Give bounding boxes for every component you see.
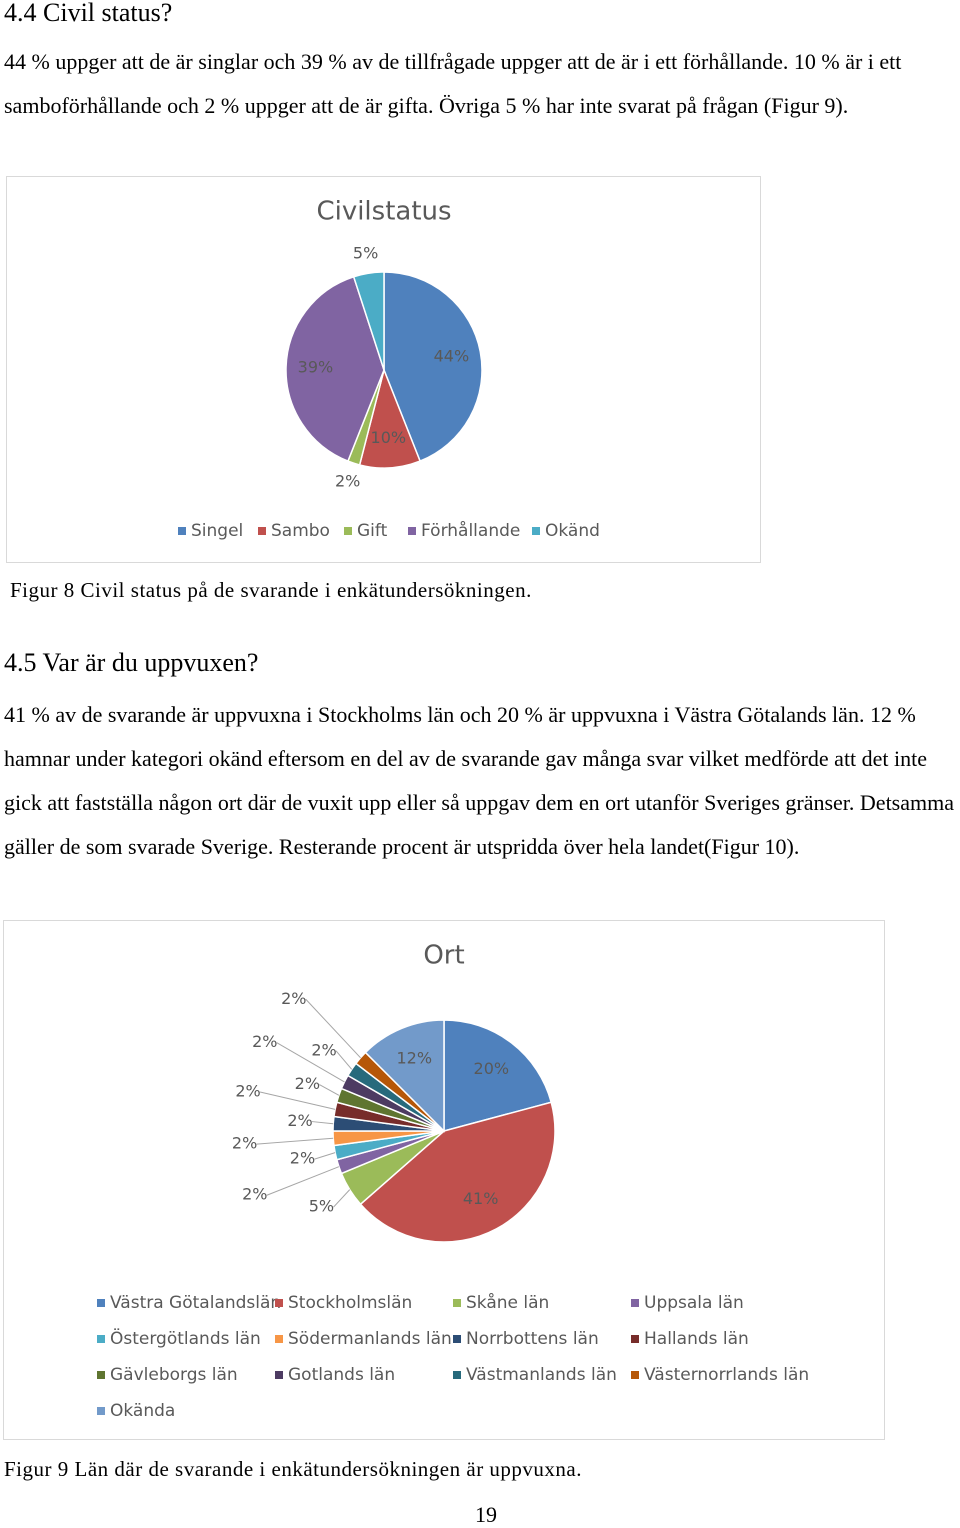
data-label: 12% (396, 1049, 432, 1068)
pie-slice (364, 1019, 445, 1133)
legend-swatch (532, 527, 540, 535)
legend-swatch (408, 527, 416, 535)
data-label: 2% (295, 1074, 320, 1093)
caption: Figur 8 Civil status på de svarande i en… (10, 578, 532, 602)
page-number: 19 (475, 1502, 497, 1527)
data-label: 5% (309, 1197, 334, 1216)
pie-slice (383, 271, 483, 463)
data-label: 5% (353, 243, 378, 262)
legend-label: Gift (357, 521, 388, 541)
legend-swatch (97, 1299, 105, 1307)
legend-label: Förhållande (421, 520, 520, 541)
pie-slice (285, 275, 385, 463)
leader-line (305, 998, 361, 1059)
legend-swatch (275, 1335, 283, 1343)
data-label: 2% (290, 1149, 315, 1168)
legend-label: Hallands län (644, 1329, 749, 1349)
legend-label: Okänd (545, 521, 600, 541)
data-label: 2% (232, 1134, 257, 1153)
legend-label: Västmanlands län (466, 1365, 617, 1385)
chart: Ort 20% 41% 5% 2% 2% 2% 2% 2% 2% 2% 2% 2% 12% Västra G… (3, 920, 885, 1440)
legend-swatch (275, 1371, 283, 1379)
pie-slice (359, 1101, 556, 1243)
leader-line (314, 1152, 336, 1160)
legend-label: Norrbottens län (466, 1329, 599, 1349)
legend-label: Västernorrlands län (644, 1365, 809, 1385)
legend-label: Västra Götalandslän (110, 1293, 281, 1313)
data-label: 2% (252, 1032, 277, 1051)
data-label: 44% (434, 347, 470, 366)
legend-swatch (97, 1407, 105, 1415)
pie-slice (352, 271, 385, 371)
caption: Figur 9 Län där de svarande i enkätunder… (4, 1457, 583, 1481)
leader-line (319, 1084, 340, 1096)
paragraph: 41 % av de svarande är uppvuxna i Stockh… (4, 702, 954, 859)
data-label: 2% (235, 1082, 260, 1101)
legend-label: Singel (191, 521, 243, 541)
legend-label: Gotlands län (288, 1365, 395, 1385)
data-label: 2% (287, 1111, 312, 1130)
heading: 4.5 Var är du uppvuxen? (4, 648, 259, 677)
legend-swatch (453, 1371, 461, 1379)
chart-title: Civilstatus (316, 197, 451, 227)
data-label: 41% (463, 1189, 499, 1208)
data-label: 39% (298, 357, 334, 376)
leader-line (311, 1121, 334, 1125)
legend-swatch (97, 1371, 105, 1379)
legend-label: Södermanlands län (288, 1329, 452, 1349)
chart: Civilstatus 44% 10% 2% 39% 5% Singel Sambo Gift F… (6, 176, 761, 563)
legend-swatch (178, 527, 186, 535)
pie-slice (443, 1019, 553, 1132)
legend-swatch (97, 1335, 105, 1343)
data-label: 2% (242, 1185, 267, 1204)
legend-label: Stockholmslän (288, 1293, 412, 1313)
paragraph: 44 % uppger att de är singlar och 39 % a… (4, 49, 902, 118)
leader-line (256, 1137, 334, 1145)
leader-line (333, 1189, 351, 1208)
legend-label: Okända (110, 1401, 175, 1421)
leader-line (335, 1050, 353, 1070)
legend-swatch (275, 1299, 283, 1307)
leader-line (266, 1166, 340, 1196)
legend-label: Gävleborgs län (110, 1365, 238, 1385)
legend-swatch (344, 527, 352, 535)
legend-label: Uppsala län (644, 1293, 744, 1313)
data-label: 10% (371, 428, 407, 447)
leader-line (259, 1091, 336, 1110)
legend-label: Östergötlands län (110, 1327, 261, 1349)
data-label: 2% (335, 471, 360, 490)
legend-swatch (631, 1335, 639, 1343)
leader-line (276, 1042, 345, 1083)
legend-swatch (258, 527, 266, 535)
legend-swatch (453, 1299, 461, 1307)
data-label: 20% (474, 1059, 510, 1078)
legend-swatch (631, 1299, 639, 1307)
data-label: 2% (281, 989, 306, 1008)
legend-swatch (453, 1335, 461, 1343)
data-label: 2% (311, 1040, 336, 1059)
legend-label: Skåne län (466, 1292, 549, 1313)
legend-label: Sambo (271, 521, 330, 541)
legend-swatch (631, 1371, 639, 1379)
chart-title: Ort (423, 941, 464, 971)
heading: 4.4 Civil status? (4, 0, 173, 27)
